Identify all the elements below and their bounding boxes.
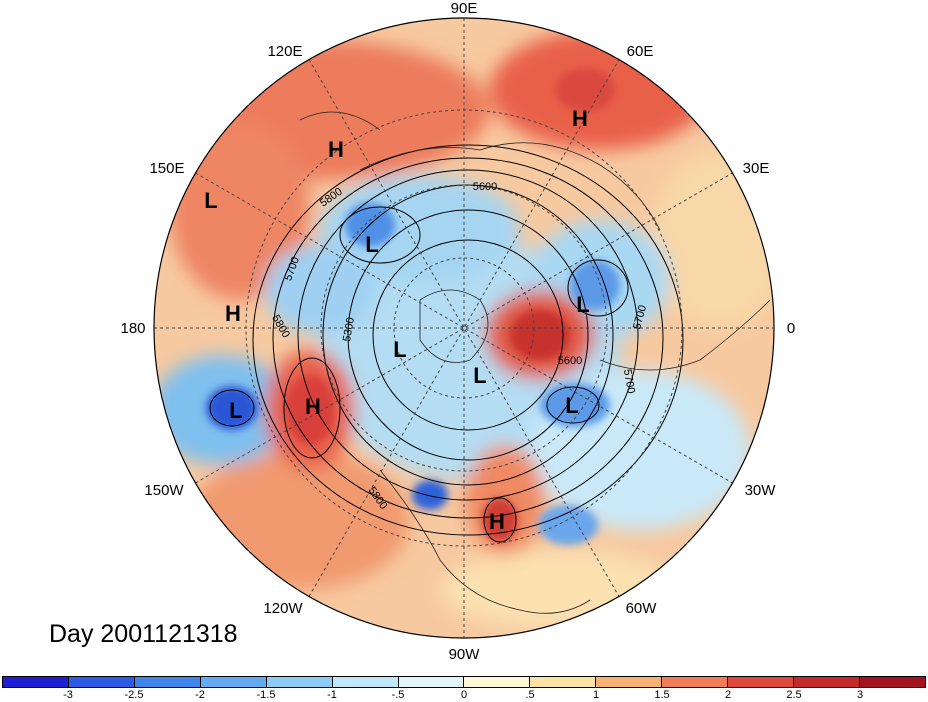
lon-label-150e: 150E bbox=[149, 160, 184, 177]
lon-label-30w: 30W bbox=[745, 482, 777, 499]
colorbar-tick-label: .5 bbox=[525, 689, 535, 701]
colorbar-swatch bbox=[332, 677, 399, 687]
lon-label-30e: 30E bbox=[743, 160, 770, 177]
colorbar-swatch bbox=[662, 677, 729, 687]
pressure-system-labels: H L H L L L H L H L L L L H H bbox=[204, 106, 589, 534]
graticule bbox=[154, 18, 774, 638]
colorbar-swatches bbox=[2, 676, 926, 688]
contour-label: 5600 bbox=[473, 181, 497, 193]
low-pressure-label: L bbox=[229, 398, 242, 423]
colorbar-tick-label: 3 bbox=[856, 689, 864, 701]
contour-label: 5600 bbox=[558, 355, 582, 367]
colorbar-swatch bbox=[398, 677, 465, 687]
lon-label-150w: 150W bbox=[144, 482, 184, 499]
colorbar-tick-label: 2.5 bbox=[786, 689, 802, 701]
colorbar-swatch bbox=[728, 677, 795, 687]
colorbar-swatch bbox=[3, 677, 69, 687]
longitude-labels: 90E 60E 30E 0 30W 60W 90W 120W 150W 180 … bbox=[120, 0, 795, 663]
high-pressure-label: H bbox=[225, 301, 241, 326]
colorbar-tick-label: -.5 bbox=[391, 689, 405, 701]
colorbar-swatch bbox=[859, 677, 925, 687]
low-pressure-label: L bbox=[365, 232, 378, 257]
colorbar-tick-label: 1 bbox=[592, 689, 600, 701]
low-pressure-label: L bbox=[204, 188, 217, 213]
colorbar-tick-label: 1.5 bbox=[654, 689, 670, 701]
colorbar-swatch bbox=[200, 677, 267, 687]
polar-map: 90E 60E 30E 0 30W 60W 90W 120W 150W 180 … bbox=[120, 0, 795, 663]
high-pressure-label: H bbox=[328, 137, 344, 162]
colorbar-tick-label: -3 bbox=[63, 689, 73, 701]
high-pressure-label: H bbox=[489, 509, 505, 534]
colorbar-swatch bbox=[794, 677, 860, 687]
colorbar-swatch bbox=[464, 677, 531, 687]
anomaly-field bbox=[154, 18, 774, 638]
lon-label-120w: 120W bbox=[263, 600, 303, 617]
map-title: Day 2001121318 bbox=[49, 620, 238, 648]
colorbar-swatch bbox=[530, 677, 597, 687]
lon-label-180: 180 bbox=[120, 320, 145, 337]
low-pressure-label: L bbox=[393, 337, 406, 362]
low-pressure-label: L bbox=[473, 363, 486, 388]
lon-label-60e: 60E bbox=[627, 43, 654, 60]
high-pressure-label: H bbox=[305, 394, 321, 419]
colorbar-swatch bbox=[68, 677, 135, 687]
colorbar-swatch bbox=[266, 677, 333, 687]
contour-label: 5300 bbox=[341, 316, 357, 342]
colorbar-tick-label: -1 bbox=[327, 689, 337, 701]
colorbar-tick-label: -1.5 bbox=[256, 689, 276, 701]
colorbar: -3 -2.5 -2 -1.5 -1 -.5 0 .5 1 1.5 2 2.5 3 bbox=[0, 676, 928, 702]
low-pressure-label: L bbox=[565, 393, 578, 418]
lon-label-90w: 90W bbox=[449, 646, 481, 663]
lon-label-90e: 90E bbox=[451, 0, 478, 17]
high-pressure-label: H bbox=[572, 106, 588, 131]
lon-label-120e: 120E bbox=[267, 43, 302, 60]
colorbar-tick-label: -2 bbox=[195, 689, 205, 701]
colorbar-swatch bbox=[134, 677, 201, 687]
coastlines bbox=[299, 111, 771, 614]
low-pressure-label: L bbox=[576, 292, 589, 317]
map-border bbox=[153, 17, 775, 639]
colorbar-swatch bbox=[596, 677, 663, 687]
lon-label-60w: 60W bbox=[626, 600, 658, 617]
colorbar-tick-label: 2 bbox=[724, 689, 732, 701]
colorbar-tick-label: 0 bbox=[460, 689, 468, 701]
height-contours bbox=[209, 144, 684, 543]
colorbar-tick-label: -2.5 bbox=[124, 689, 144, 701]
lon-label-0: 0 bbox=[787, 320, 795, 337]
contour-label: 5700 bbox=[621, 368, 637, 394]
